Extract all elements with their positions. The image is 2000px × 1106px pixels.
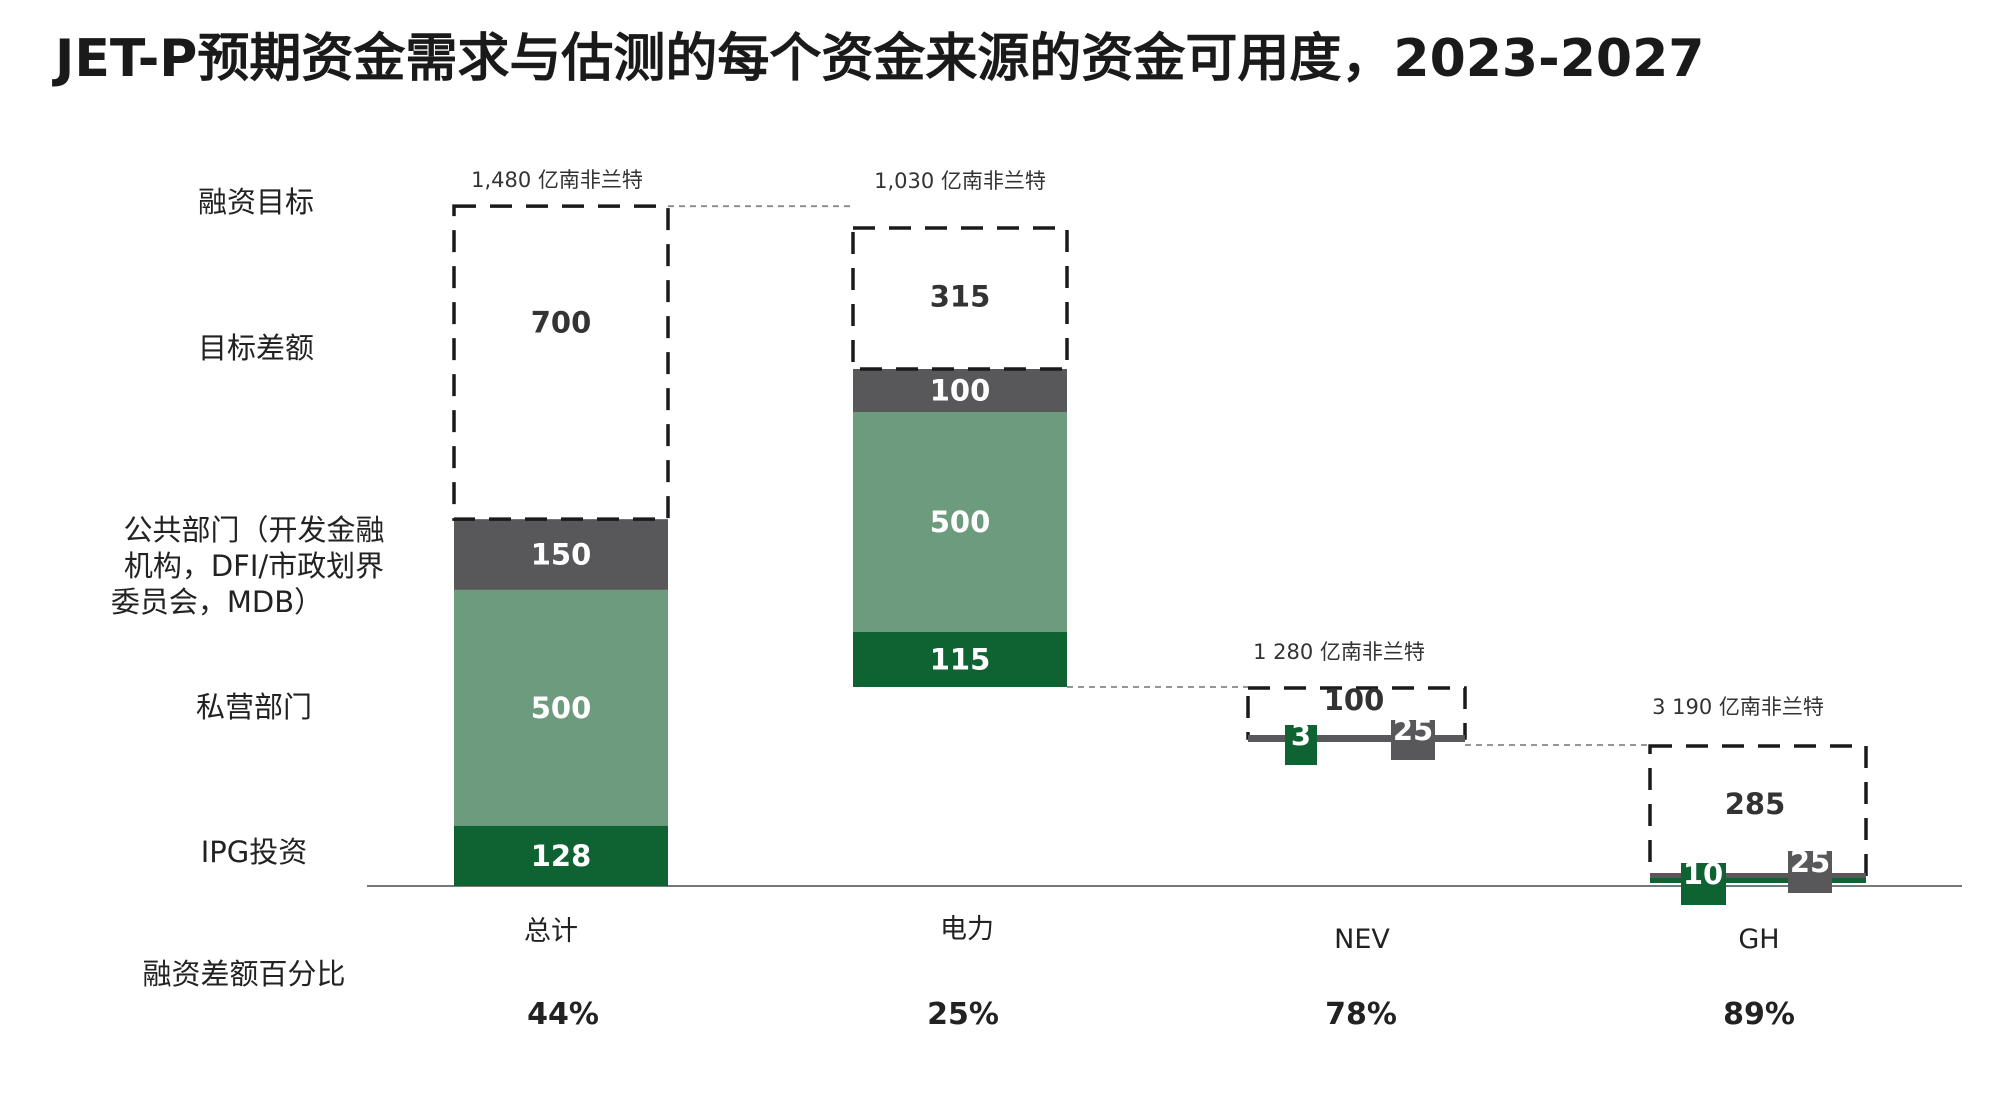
value-label-gh-public: 25 — [1790, 845, 1830, 879]
target-label-0: 1,480 亿南非兰特 — [471, 168, 643, 192]
row-label-public-line-3: 委员会，MDB） — [111, 585, 323, 619]
value-label-nev-ipg: 3 — [1291, 718, 1311, 752]
bar-gh-public-strip — [1650, 873, 1866, 878]
bar-nev-baseline-strip — [1248, 735, 1465, 742]
gap-pct-label-0: 44% — [527, 997, 599, 1032]
target-label-1: 1,030 亿南非兰特 — [874, 169, 1046, 193]
row-label-target: 融资目标 — [198, 185, 314, 219]
bar-nev-ipg — [1285, 725, 1317, 765]
bar-gh-ipg-strip — [1650, 878, 1866, 883]
category-label-0: 总计 — [524, 916, 578, 947]
value-label-total-gap: 700 — [531, 306, 592, 340]
value-label-power-private: 500 — [930, 505, 991, 539]
bar-power-private — [853, 412, 1067, 632]
target-label-2: 1 280 亿南非兰特 — [1253, 640, 1425, 664]
value-label-nev-public: 25 — [1393, 713, 1433, 747]
row-label-gap-pct: 融资差额百分比 — [142, 957, 345, 991]
bar-total-public — [454, 519, 668, 590]
bar-power-public — [853, 369, 1067, 412]
bar-total-private — [454, 589, 668, 826]
gap-pct-label-1: 25% — [927, 997, 999, 1032]
category-label-1: 电力 — [940, 914, 994, 945]
value-label-gh-gap: 285 — [1725, 787, 1786, 821]
bar-total-ipg — [454, 825, 668, 886]
gap-pct-label-3: 89% — [1723, 997, 1795, 1032]
value-label-total-public: 150 — [531, 538, 592, 572]
row-label-ipg: IPG投资 — [201, 835, 308, 869]
row-label-private: 私营部门 — [196, 690, 312, 724]
bar-nev-public — [1391, 720, 1435, 760]
value-label-gh-ipg: 10 — [1683, 857, 1723, 891]
bar-gh-ipg — [1681, 863, 1726, 905]
chart-title: JET-P预期资金需求与估测的每个资金来源的资金可用度，2023-2027 — [52, 29, 1704, 89]
value-label-power-gap: 315 — [930, 280, 991, 314]
row-label-public-line-1: 公共部门（开发金融 — [123, 513, 384, 547]
target-label-3: 3 190 亿南非兰特 — [1652, 695, 1824, 719]
value-label-power-ipg: 115 — [930, 643, 991, 677]
gap-pct-label-2: 78% — [1325, 997, 1397, 1032]
row-label-gap: 目标差额 — [198, 331, 314, 365]
category-label-2: NEV — [1334, 924, 1390, 955]
value-label-total-private: 500 — [531, 691, 592, 725]
row-label-public-line-2: 机构，DFI/市政划界 — [124, 549, 384, 583]
value-label-power-public: 100 — [930, 374, 991, 408]
value-label-nev-gap: 100 — [1324, 683, 1385, 717]
bar-total-gap — [452, 204, 670, 521]
bar-gh-public — [1788, 851, 1832, 893]
bar-power-ipg — [853, 632, 1067, 687]
category-label-3: GH — [1738, 924, 1779, 955]
value-label-total-ipg: 128 — [531, 839, 592, 873]
